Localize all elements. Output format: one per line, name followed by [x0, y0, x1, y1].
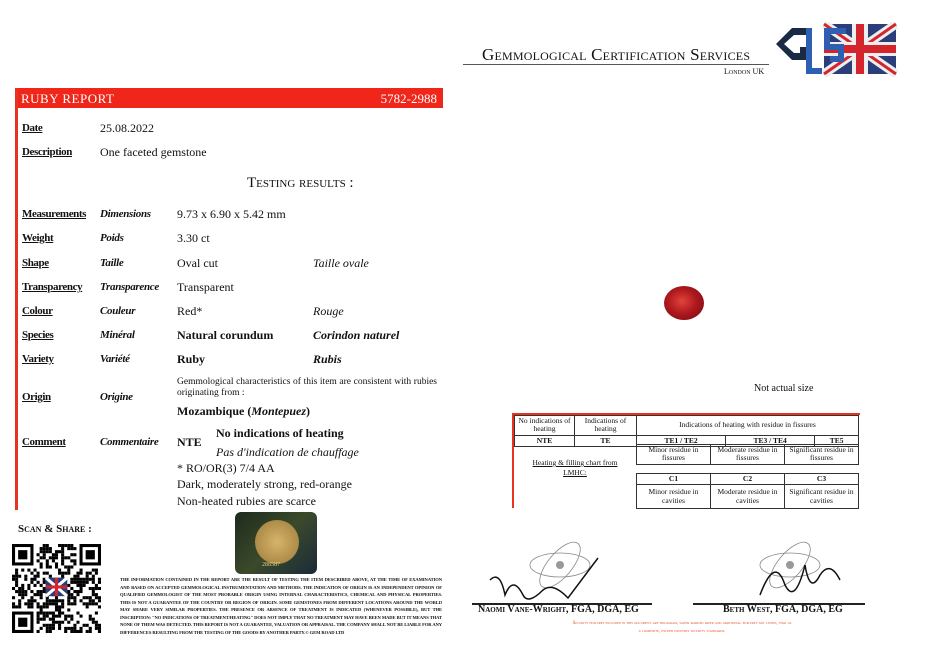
testing-results-title: Testing results : [247, 175, 354, 191]
row-label: Transparency [22, 281, 83, 293]
row-fr-label: Transparence [100, 281, 159, 293]
row-label: Weight [22, 232, 54, 244]
date-label: Date [22, 122, 43, 134]
comment-text: No indications of heating [216, 426, 344, 440]
cavity-moderate: Moderate residue in cavities [710, 484, 785, 509]
row-fr-label: Dimensions [100, 208, 151, 220]
report-header-bar: RUBY REPORT 5782-2988 [15, 88, 443, 108]
fissures-table: Minor residue in fissures Moderate residu… [636, 444, 859, 465]
origin-country-name: Mozambique [177, 404, 245, 418]
fissure-significant: Significant residue in fissures [784, 444, 859, 465]
code-te: TE [574, 434, 637, 447]
heat-table-border-left [512, 413, 514, 508]
color-description: Dark, moderately strong, red-orange [177, 477, 352, 491]
gcs-logo [772, 20, 899, 78]
heat-table-border [512, 413, 860, 415]
row-value: Oval cut [177, 256, 218, 270]
ruby-gem-image [664, 286, 704, 320]
row-label: Shape [22, 257, 49, 269]
signature-naomi [485, 535, 615, 605]
report-title: RUBY REPORT [21, 91, 115, 106]
security-hologram: 288587 [235, 512, 317, 574]
heat-table: No indications of heating Indications of … [514, 415, 859, 447]
fissure-minor: Minor residue in fissures [636, 444, 711, 465]
fissure-moderate: Moderate residue in fissures [710, 444, 785, 465]
row-fr-label: Taille [100, 257, 124, 269]
origin-text: Gemmological characteristics of this ite… [177, 377, 437, 398]
origin-fr-label: Origine [100, 391, 133, 403]
not-actual-size: Not actual size [754, 383, 814, 394]
code-c3: C3 [784, 472, 859, 486]
description-value: One faceted gemstone [100, 145, 207, 159]
row-fr-value: Taille ovale [313, 256, 369, 270]
row-fr-value: Corindon naturel [313, 328, 400, 342]
cavity-significant: Significant residue in cavities [784, 484, 859, 509]
security-notice: Security features included in this docum… [572, 621, 792, 634]
row-fr-label: Couleur [100, 305, 136, 317]
code-c2: C2 [710, 472, 785, 486]
row-fr-label: Minéral [100, 329, 135, 341]
origin-label: Origin [22, 391, 51, 403]
signature-line-2 [693, 603, 865, 605]
heat-h3: Indications of heating with residue in f… [636, 415, 859, 436]
origin-region: Montepuez [251, 404, 307, 418]
row-fr-label: Variété [100, 353, 130, 365]
qr-code[interactable] [12, 544, 101, 633]
report-number: 5782-2988 [380, 91, 437, 106]
heat-h2: Indications of heating [574, 415, 637, 436]
date-value: 25.08.2022 [100, 121, 154, 135]
color-code: * RO/OR(3) 7/4 AA [177, 461, 275, 475]
signatory-1: Naomi Vane-Wright, FGA, DGA, EG [478, 604, 639, 615]
scan-share-label: Scan & Share : [18, 523, 92, 535]
row-label: Measurements [22, 208, 87, 220]
row-value: 9.73 x 6.90 x 5.42 mm [177, 207, 286, 221]
row-value: Natural corundum [177, 328, 274, 342]
signatory-2: Beth West, FGA, DGA, EG [723, 604, 843, 615]
comment-note: Non-heated rubies are scarce [177, 494, 316, 508]
description-label: Description [22, 146, 72, 158]
row-label: Species [22, 329, 54, 341]
signature-beth [740, 535, 860, 605]
row-fr-value: Rubis [313, 352, 342, 366]
code-nte: NTE [514, 434, 575, 447]
signature-line-1 [472, 603, 652, 605]
row-fr-label: Poids [100, 232, 124, 244]
code-c1: C1 [636, 472, 711, 486]
row-value: Transparent [177, 280, 234, 294]
row-value: 3.30 ct [177, 231, 210, 245]
row-label: Variety [22, 353, 54, 365]
hologram-seal [255, 520, 299, 564]
hologram-serial: 288587 [262, 562, 280, 568]
company-location: London UK [724, 67, 765, 76]
cavities-table: C1 C2 C3 Minor residue in cavities Moderate… [636, 472, 859, 509]
heat-h1: No indications of heating [514, 415, 575, 436]
row-value: Ruby [177, 352, 206, 366]
row-value: Red* [177, 304, 203, 318]
comment-code: NTE [177, 435, 202, 449]
row-fr-value: Rouge [313, 304, 344, 318]
row-label: Colour [22, 305, 53, 317]
company-name: Gemmological Certification Services [482, 45, 751, 64]
heat-chart-label: Heating & filling chart from LMHC: [532, 458, 618, 477]
report-border [15, 88, 18, 510]
cavity-minor: Minor residue in cavities [636, 484, 711, 509]
comment-label: Comment [22, 436, 66, 448]
header-rule [463, 64, 769, 65]
comment-fr-text: Pas d'indication de chauffage [216, 445, 359, 459]
comment-fr-label: Commentaire [100, 436, 159, 448]
origin-country: Mozambique (Montepuez) [177, 404, 311, 418]
disclaimer: THE INFORMATION CONTAINED IN THE REPORT … [120, 577, 442, 635]
